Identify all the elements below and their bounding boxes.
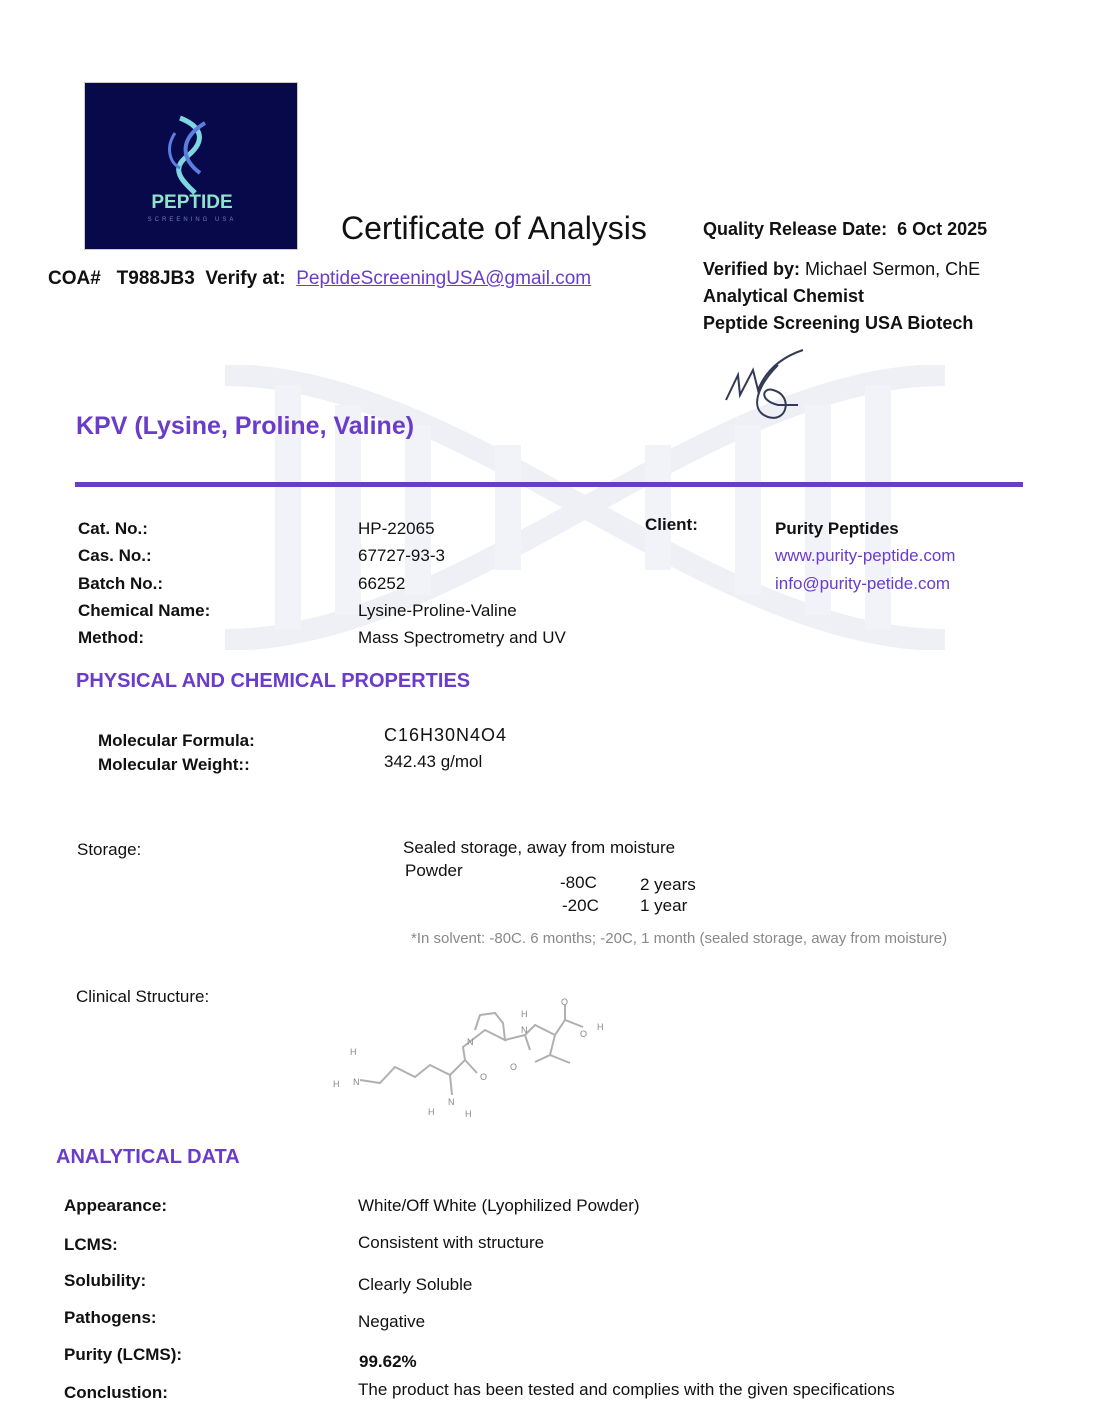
weight-label: Molecular Weight::	[98, 755, 250, 774]
coa-number: T988JB3	[116, 268, 195, 289]
cat-label: Cat. No.:	[78, 519, 148, 538]
verifier-role: Analytical Chemist	[703, 286, 865, 306]
client-block: Purity Peptides www.purity-peptide.com i…	[775, 515, 955, 597]
storage-temp-1: -80C	[560, 873, 597, 892]
svg-text:O: O	[561, 997, 568, 1007]
release-label: Quality Release Date:	[703, 219, 888, 239]
svg-text:H: H	[521, 1009, 528, 1019]
structure-label: Clinical Structure:	[76, 987, 210, 1006]
verified-name: Michael Sermon, ChE	[805, 259, 981, 279]
appearance-label: Appearance:	[64, 1196, 167, 1215]
svg-text:O: O	[480, 1072, 487, 1082]
dna-logo-icon: PEPTIDE SCREENING USA	[148, 115, 237, 223]
logo-sub: SCREENING USA	[148, 217, 237, 223]
verified-label: Verified by:	[703, 259, 801, 279]
storage-duration-2: 1 year	[640, 896, 688, 915]
svg-text:O: O	[580, 1029, 587, 1039]
svg-text:H: H	[428, 1107, 435, 1117]
solubility-label: Solubility:	[64, 1271, 147, 1290]
client-website-link[interactable]: www.purity-peptide.com	[775, 546, 956, 566]
method-value: Mass Spectrometry and UV	[358, 628, 566, 648]
svg-text:N: N	[467, 1037, 474, 1047]
pathogens-value: Negative	[358, 1312, 426, 1331]
conclusion-value: The product has been tested and complies…	[358, 1380, 895, 1399]
client-label: Client:	[645, 515, 698, 534]
detail-labels: Cat. No.: Cas. No.: Batch No.: Chemical …	[78, 515, 210, 651]
page-title: Certificate of Analysis	[341, 210, 647, 246]
svg-text:H: H	[333, 1079, 340, 1089]
cas-label: Cas. No.:	[78, 546, 152, 566]
purity-label: Purity (LCMS):	[64, 1345, 183, 1364]
storage-note: *In solvent: -80C. 6 months; -20C, 1 mon…	[411, 930, 948, 947]
svg-text:H: H	[597, 1022, 604, 1032]
detail-values: HP-22065 67727-93-3 66252 Lysine-Proline…	[358, 515, 566, 651]
verify-label: Verify at:	[205, 268, 286, 289]
chemical-name-value: Lysine-Proline-Valine	[358, 600, 517, 620]
coa-line: COA# T988JB3 Verify at: PeptideScreening…	[48, 268, 591, 290]
weight-value: 342.43 g/mol	[384, 752, 483, 771]
svg-text:N: N	[521, 1025, 528, 1035]
verifier-company: Peptide Screening USA Biotech	[703, 313, 974, 333]
verify-email-link[interactable]: PeptideScreeningUSA@gmail.com	[296, 268, 592, 289]
product-name: KPV (Lysine, Proline, Valine)	[76, 412, 415, 440]
storage-label: Storage:	[77, 840, 142, 859]
formula-label: Molecular Formula:	[98, 731, 255, 750]
client-email-link[interactable]: info@purity-petide.com	[775, 573, 951, 593]
client-name: Purity Peptides	[775, 519, 899, 538]
cas-value: 67727-93-3	[358, 546, 445, 566]
purity-value: 99.62%	[359, 1352, 417, 1371]
method-label: Method:	[78, 628, 145, 648]
storage-line1: Sealed storage, away from moisture	[403, 838, 676, 857]
solubility-value: Clearly Soluble	[358, 1275, 473, 1294]
storage-temp-2: -20C	[562, 896, 599, 915]
svg-text:N: N	[448, 1097, 455, 1107]
lcms-label: LCMS:	[64, 1235, 118, 1254]
batch-label: Batch No.:	[78, 573, 163, 593]
logo-brand: PEPTIDE	[151, 192, 232, 213]
conclusion-label: Conclustion:	[64, 1383, 168, 1402]
storage-form: Powder	[405, 861, 463, 880]
company-logo: PEPTIDE SCREENING USA	[84, 82, 298, 250]
coa-label: COA#	[48, 268, 101, 289]
svg-text:H: H	[465, 1109, 472, 1119]
properties-heading: PHYSICAL AND CHEMICAL PROPERTIES	[76, 670, 471, 692]
appearance-value: White/Off White (Lyophilized Powder)	[358, 1196, 640, 1215]
lcms-value: Consistent with structure	[358, 1233, 545, 1252]
release-value: 6 Oct 2025	[897, 219, 988, 239]
svg-text:H: H	[350, 1047, 357, 1057]
chemical-name-label: Chemical Name:	[78, 600, 211, 620]
analytical-heading: ANALYTICAL DATA	[56, 1146, 240, 1168]
release-date: Quality Release Date: 6 Oct 2025	[703, 219, 987, 240]
dna-watermark	[224, 365, 946, 650]
batch-value: 66252	[358, 573, 406, 593]
formula-value: C16H30N4O4	[384, 725, 508, 745]
verifier-block: Verified by: Michael Sermon, ChE Analyti…	[703, 256, 980, 337]
divider	[75, 482, 1023, 487]
cat-value: HP-22065	[358, 519, 435, 538]
storage-duration-1: 2 years	[640, 875, 696, 894]
property-labels: Molecular Formula: Molecular Weight::	[98, 729, 255, 777]
pathogens-label: Pathogens:	[64, 1308, 157, 1327]
svg-text:N: N	[353, 1077, 360, 1087]
signature	[725, 349, 804, 419]
svg-text:O: O	[510, 1062, 517, 1072]
